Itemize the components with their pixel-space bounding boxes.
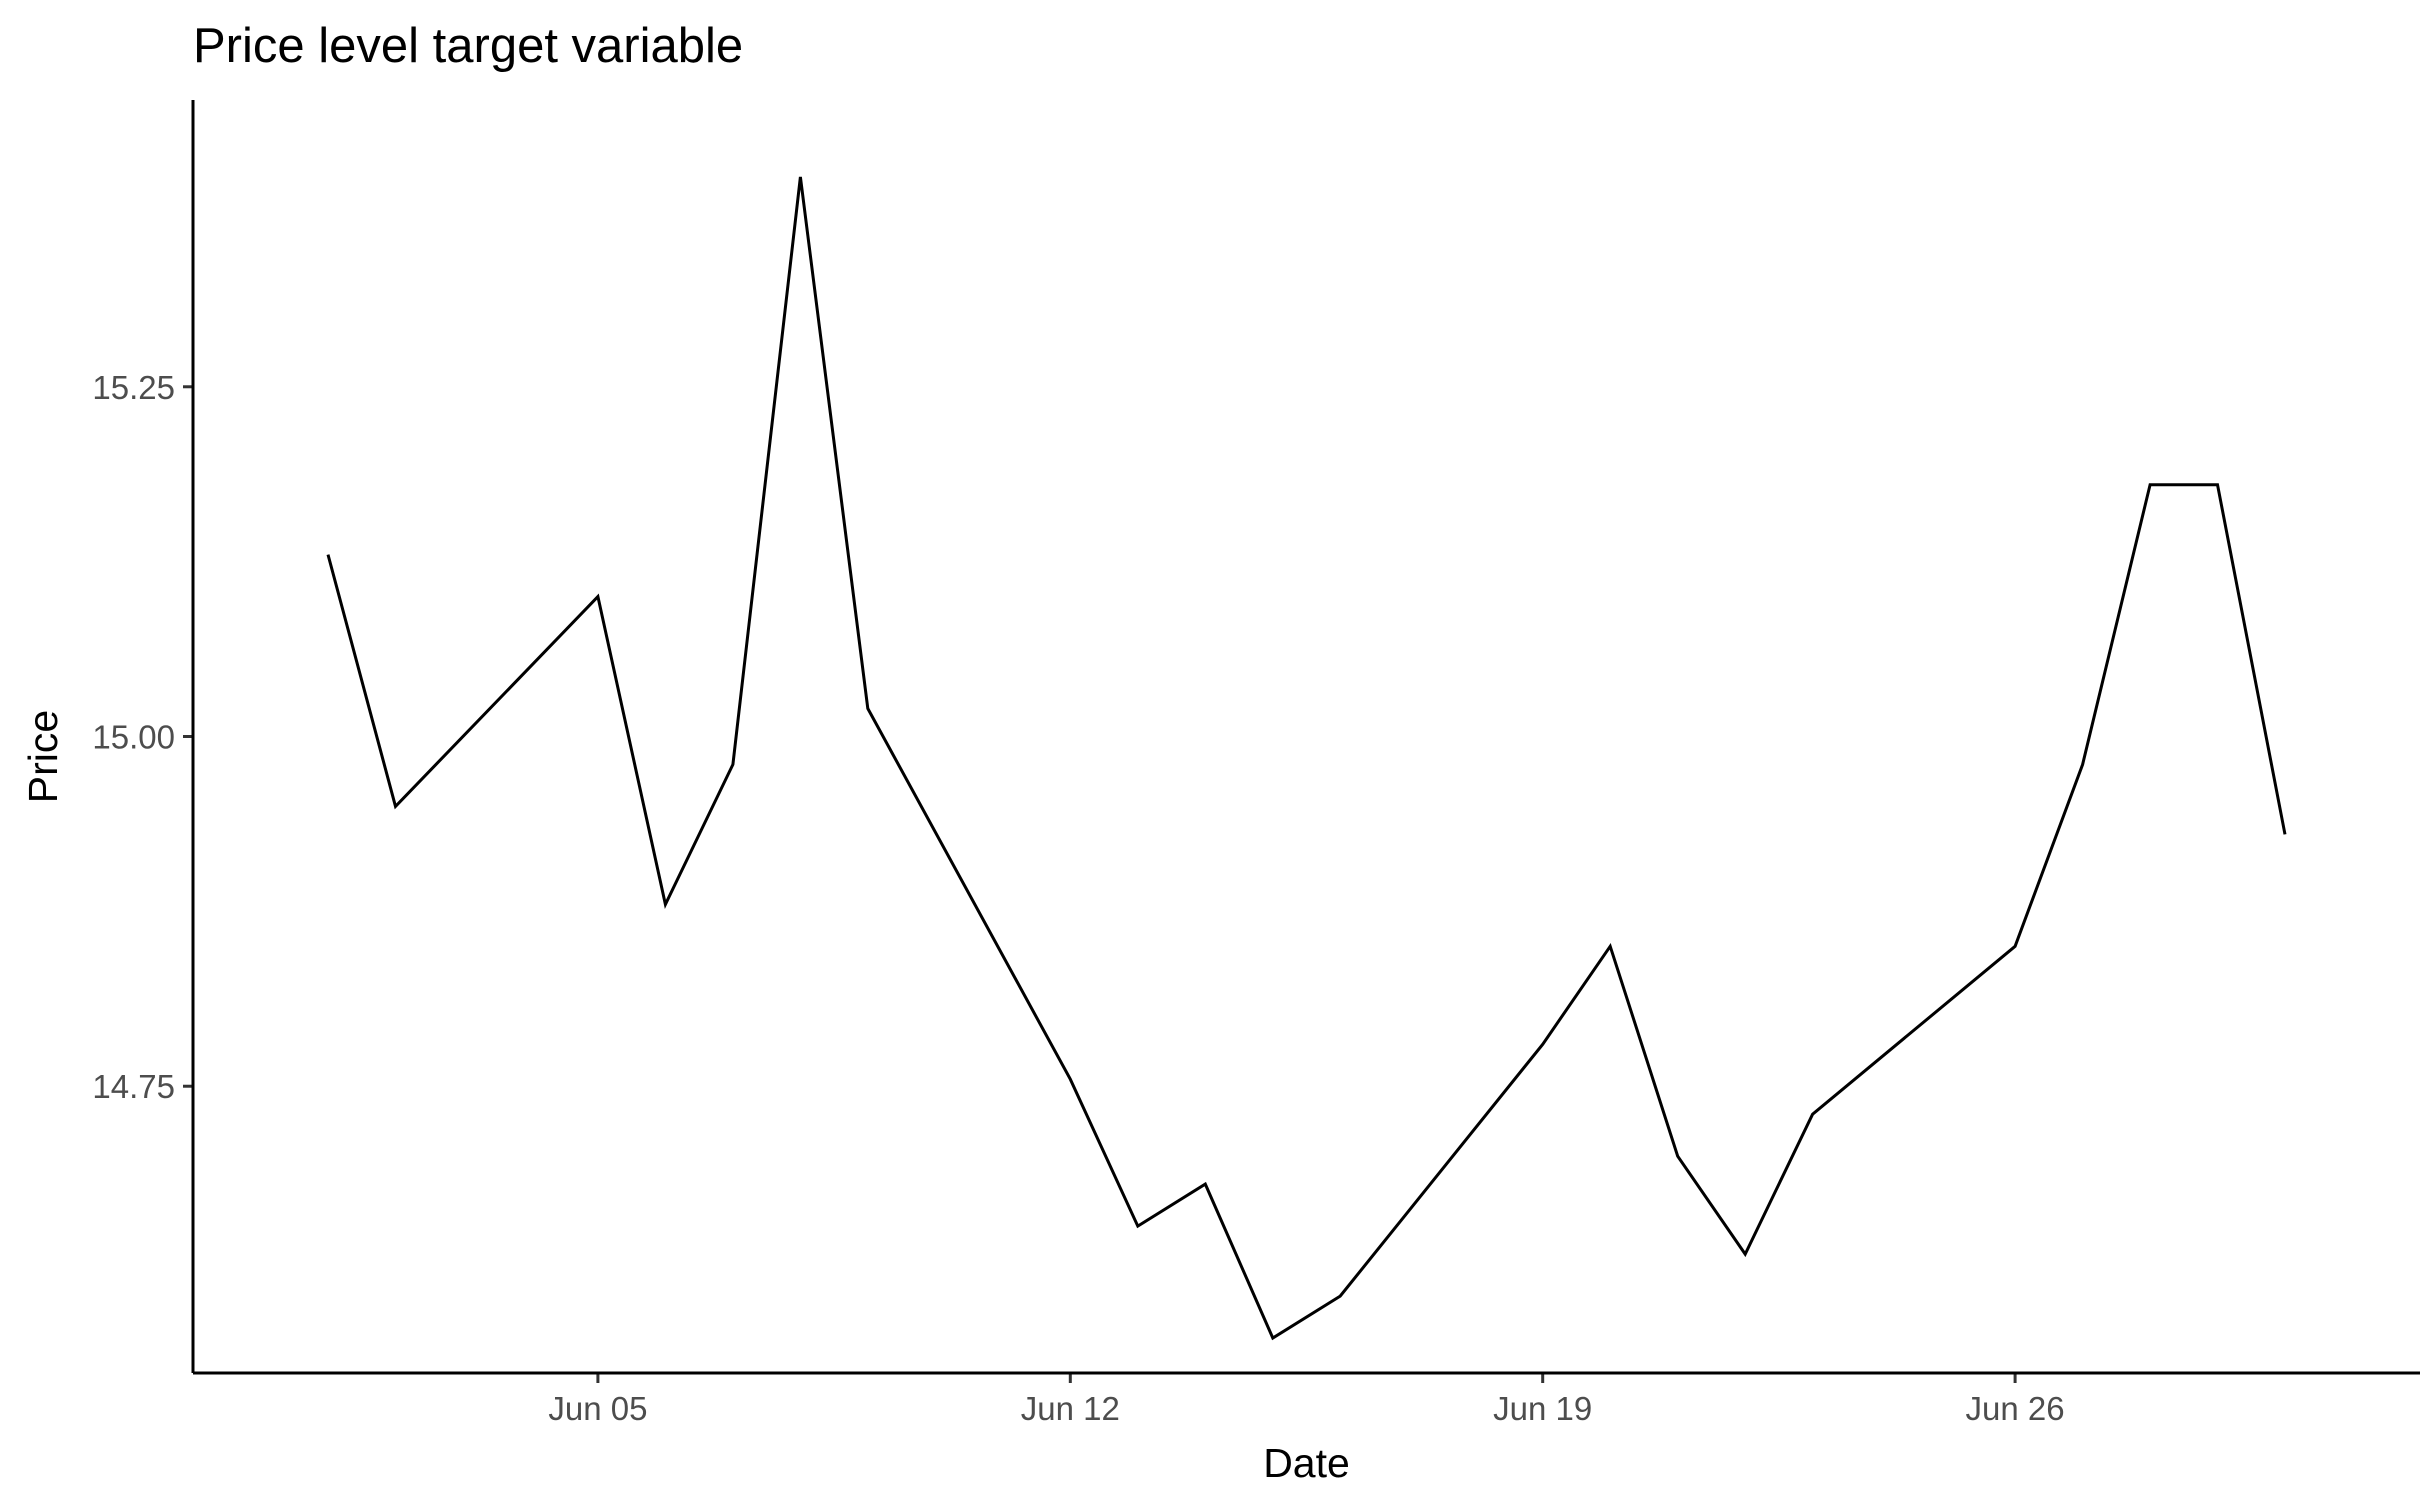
- x-tick-label: Jun 26: [1966, 1390, 2065, 1427]
- chart-title: Price level target variable: [193, 19, 743, 73]
- x-tick-label: Jun 05: [548, 1390, 647, 1427]
- y-tick-label: 15.00: [92, 719, 175, 756]
- x-axis-label: Date: [1263, 1440, 1350, 1486]
- x-axis-ticks: Jun 05 Jun 12 Jun 19 Jun 26: [548, 1373, 2065, 1427]
- y-tick-label: 15.25: [92, 369, 175, 406]
- y-tick-label: 14.75: [92, 1068, 175, 1105]
- y-axis-ticks: 14.75 15.00 15.25: [92, 369, 193, 1105]
- price-series-line: [326, 176, 2287, 1341]
- x-tick-label: Jun 12: [1021, 1390, 1120, 1427]
- series-layer: [326, 176, 2287, 1341]
- x-tick-label: Jun 19: [1493, 1390, 1592, 1427]
- y-axis-label: Price: [20, 710, 66, 803]
